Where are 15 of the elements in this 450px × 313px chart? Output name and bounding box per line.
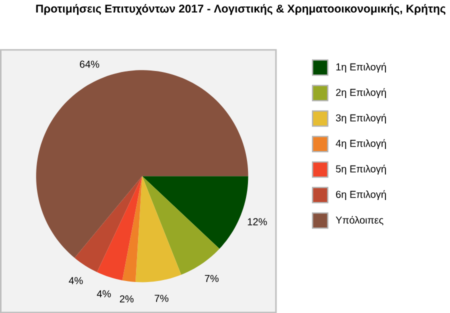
legend-label: 2η Επιλογή bbox=[336, 88, 386, 98]
data-label: 4% bbox=[68, 276, 83, 284]
legend-label: Υπόλοιπες bbox=[336, 216, 384, 226]
legend-label: 6η Επιλογή bbox=[336, 190, 386, 200]
data-label: 12% bbox=[248, 218, 267, 226]
legend-label: 5η Επιλογή bbox=[336, 164, 386, 174]
data-label: 2% bbox=[120, 295, 134, 302]
data-label: 7% bbox=[204, 274, 219, 282]
chart-title: Προτιμήσεις Επιτυχόντων 2017 - Λογιστικής & Χρηματοοικονομικής, Κρήτης bbox=[36, 4, 446, 15]
legend-label: 1η Επιλογή bbox=[336, 62, 386, 72]
data-label: 4% bbox=[96, 290, 111, 298]
legend-label: 3η Επιλογή bbox=[336, 114, 386, 124]
data-label: 64% bbox=[80, 60, 100, 68]
legend-label: 4η Επιλογή bbox=[336, 139, 386, 149]
data-label: 7% bbox=[154, 294, 168, 302]
